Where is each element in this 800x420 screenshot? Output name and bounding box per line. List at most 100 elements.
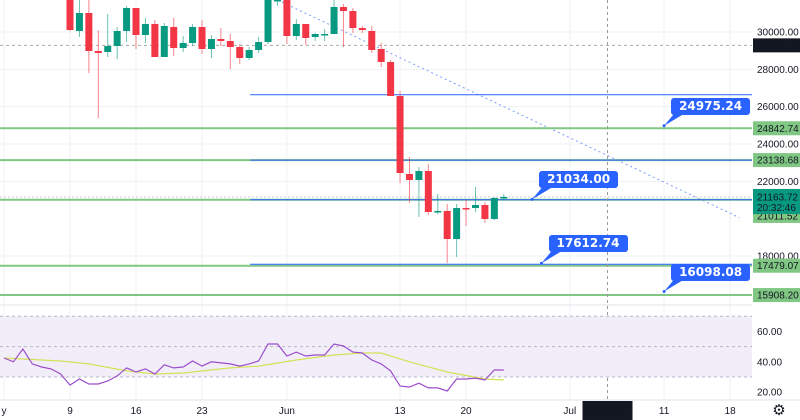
time-axis-label: Jul — [563, 406, 576, 417]
candle — [170, 17, 178, 57]
candle-body — [283, 0, 291, 36]
reference-price-label — [753, 38, 800, 53]
candle-body — [349, 10, 357, 29]
candle — [358, 26, 366, 34]
price-callout[interactable]: 16098.08 — [671, 263, 751, 281]
candle — [283, 0, 291, 45]
last-price-text: 21163.72 — [757, 192, 798, 203]
candle-body — [396, 96, 404, 174]
candle-body — [368, 30, 376, 50]
candle — [321, 28, 329, 41]
candle-body — [132, 7, 140, 36]
candle-body — [330, 7, 338, 34]
candle — [189, 23, 197, 47]
time-axis-label: Jun — [279, 406, 295, 417]
candle — [302, 23, 310, 45]
level-price-text: 17479.07 — [757, 261, 799, 272]
candle-body — [415, 170, 423, 181]
candle-body — [207, 39, 215, 50]
candle-body — [179, 42, 187, 48]
candle — [113, 26, 121, 59]
callout-pointer — [541, 251, 562, 264]
callout-pointer — [532, 187, 553, 200]
candle-body — [387, 61, 395, 97]
level-price-label — [753, 121, 800, 136]
candle — [255, 37, 263, 54]
candle — [368, 26, 376, 54]
level-price-text: 15908.20 — [757, 291, 799, 302]
candle-body — [94, 51, 102, 54]
gear-icon: ⚙ — [772, 402, 786, 419]
price-axis-label: 28000.00 — [757, 65, 799, 76]
time-axis-label: 23 — [196, 406, 208, 417]
level-price-text: 23138.68 — [757, 156, 799, 167]
candle — [462, 200, 470, 227]
time-axis-label: 18 — [725, 406, 737, 417]
candle — [415, 166, 423, 218]
time-axis-label: 13 — [394, 406, 406, 417]
candle-body — [141, 23, 149, 36]
rsi-ma-line — [3, 352, 504, 381]
candle — [151, 19, 159, 57]
candle-body — [104, 46, 112, 52]
last-price-label — [753, 188, 800, 214]
candle-body — [198, 26, 206, 50]
candle — [85, 0, 93, 73]
candle-body — [113, 30, 121, 47]
settings-button[interactable]: ⚙ — [770, 402, 788, 420]
candle — [396, 91, 404, 183]
candle-body — [85, 12, 93, 52]
price-callout[interactable]: 17612.74 — [548, 235, 628, 253]
level-price-label — [753, 153, 800, 168]
rsi-axis-label: 40.00 — [757, 357, 782, 368]
candle — [75, 0, 83, 38]
price-axis-label: 24000.00 — [757, 140, 799, 151]
candle — [132, 7, 140, 50]
price-callout[interactable]: 24975.24 — [671, 97, 751, 115]
callout-pointer — [664, 279, 685, 292]
candle — [349, 7, 357, 34]
level-price-text: 21011.52 — [757, 211, 798, 222]
candle-body — [434, 210, 442, 213]
candle — [236, 44, 244, 64]
candle — [198, 19, 206, 55]
candle-body — [236, 47, 244, 59]
candle — [443, 203, 451, 264]
candle — [434, 194, 442, 215]
candle-body — [66, 0, 74, 31]
candle — [471, 187, 479, 213]
candle-body — [273, 0, 281, 2]
candle — [66, 0, 74, 31]
price-axis-label: 22000.00 — [757, 177, 799, 188]
crosshair-time-text: 05 Jul '22 — [586, 406, 629, 417]
trend-line — [277, 0, 740, 219]
candle-body — [302, 23, 310, 38]
candle — [160, 23, 168, 57]
candle — [387, 60, 395, 97]
reference-price-text: 29284.15 — [757, 41, 799, 52]
candle — [123, 5, 131, 43]
candle — [405, 156, 413, 204]
candle — [273, 0, 281, 6]
candle — [141, 17, 149, 43]
price-callout[interactable]: 21034.00 — [539, 171, 619, 189]
candle-body — [490, 198, 498, 220]
candle-body — [160, 26, 168, 57]
price-axis-label: 26000.00 — [757, 102, 799, 113]
candle — [226, 33, 234, 69]
candle — [339, 3, 347, 48]
rsi-line — [3, 343, 504, 392]
candle-body — [264, 0, 272, 43]
candle — [207, 35, 215, 59]
candle-body — [75, 12, 83, 31]
candle-body — [255, 42, 263, 50]
price-axis-label: 18000.00 — [757, 252, 799, 263]
rsi-axis-label: 60.00 — [757, 327, 782, 338]
candle — [481, 202, 489, 224]
candle-body — [245, 49, 253, 59]
candle — [311, 33, 319, 41]
candle-body — [358, 28, 366, 31]
candle — [264, 0, 272, 45]
candle — [424, 163, 432, 216]
